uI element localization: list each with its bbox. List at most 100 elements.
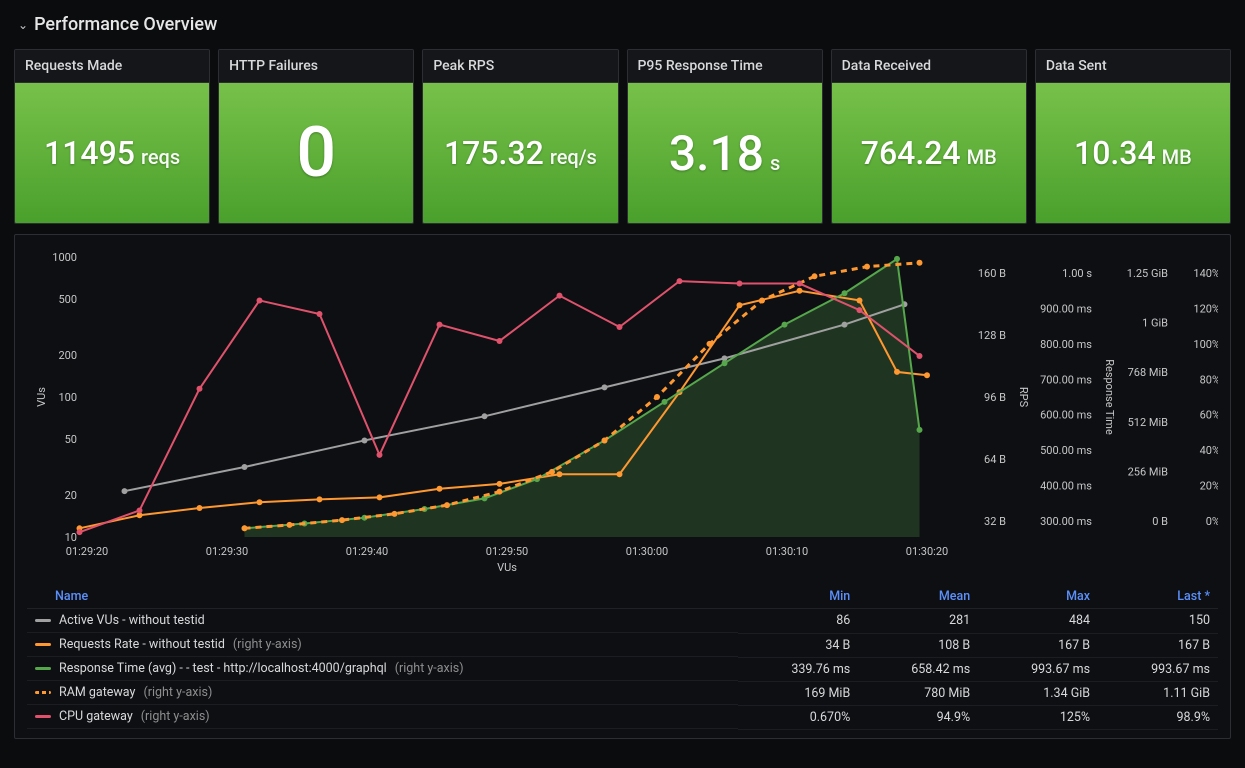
stat-unit: req/s bbox=[550, 145, 597, 169]
svg-text:128 B: 128 B bbox=[978, 329, 1006, 342]
stat-title: Data Received bbox=[832, 50, 1026, 83]
stat-value: 0 bbox=[296, 112, 336, 194]
stat-panel[interactable]: P95 Response Time 3.18s bbox=[627, 49, 823, 224]
svg-text:01:29:30: 01:29:30 bbox=[206, 545, 248, 558]
legend-value: 780 MiB bbox=[858, 681, 978, 705]
svg-text:300.00 ms: 300.00 ms bbox=[1040, 515, 1092, 528]
stat-panel[interactable]: Requests Made11495reqs bbox=[14, 49, 210, 224]
stat-body: 175.32req/s bbox=[423, 83, 617, 223]
svg-text:1.25 GiB: 1.25 GiB bbox=[1127, 267, 1168, 280]
svg-text:60%: 60% bbox=[1200, 409, 1218, 422]
svg-text:10: 10 bbox=[65, 531, 77, 544]
stat-body: 3.18s bbox=[628, 83, 822, 223]
legend-value: 993.67 ms bbox=[978, 657, 1098, 681]
stat-value: 3.18s bbox=[669, 125, 780, 182]
stat-value: 10.34MB bbox=[1074, 134, 1192, 172]
stat-body: 10.34MB bbox=[1036, 83, 1230, 223]
legend-value: 1.11 GiB bbox=[1098, 681, 1218, 705]
svg-text:140%: 140% bbox=[1193, 267, 1218, 280]
svg-text:160 B: 160 B bbox=[978, 267, 1006, 280]
svg-text:600.00 ms: 600.00 ms bbox=[1040, 409, 1092, 422]
svg-text:50: 50 bbox=[65, 433, 77, 446]
legend-note: (right y-axis) bbox=[233, 637, 302, 652]
svg-text:768 MiB: 768 MiB bbox=[1128, 366, 1169, 379]
legend-value: 167 B bbox=[978, 633, 1098, 657]
svg-text:500.00 ms: 500.00 ms bbox=[1040, 444, 1092, 457]
stat-panel[interactable]: Data Sent 10.34MB bbox=[1035, 49, 1231, 224]
legend-name: Response Time (avg) - - test - http://lo… bbox=[59, 661, 387, 676]
svg-text:100: 100 bbox=[58, 391, 77, 404]
stat-title: Data Sent bbox=[1036, 50, 1230, 83]
stat-panel[interactable]: HTTP Failures0 bbox=[218, 49, 414, 224]
stat-unit: MB bbox=[1162, 145, 1192, 169]
legend-value: 339.76 ms bbox=[738, 657, 858, 681]
legend-swatch bbox=[35, 691, 51, 694]
legend-value: 125% bbox=[978, 705, 1098, 729]
stat-unit: MB bbox=[967, 145, 997, 169]
svg-text:Response Time: Response Time bbox=[1103, 359, 1116, 435]
svg-text:900.00 ms: 900.00 ms bbox=[1040, 302, 1092, 315]
stat-title: Peak RPS bbox=[423, 50, 617, 83]
legend-col-header[interactable]: Max bbox=[978, 585, 1098, 609]
chevron-down-icon: ⌄ bbox=[18, 18, 28, 32]
svg-text:0%: 0% bbox=[1206, 515, 1218, 528]
legend-note: (right y-axis) bbox=[143, 685, 212, 700]
legend-value: 1.34 GiB bbox=[978, 681, 1098, 705]
stat-row: Requests Made11495reqsHTTP Failures0Peak… bbox=[14, 49, 1231, 224]
legend-swatch bbox=[35, 667, 51, 670]
svg-text:256 MiB: 256 MiB bbox=[1128, 465, 1169, 478]
svg-text:200: 200 bbox=[58, 349, 77, 362]
legend-note: (right y-axis) bbox=[395, 661, 464, 676]
svg-text:VUs: VUs bbox=[35, 387, 48, 407]
stat-title: Requests Made bbox=[15, 50, 209, 83]
svg-text:32 B: 32 B bbox=[984, 515, 1006, 528]
chart-svg[interactable]: 1000500200100502010VUs01:29:2001:29:3001… bbox=[27, 245, 1218, 575]
svg-text:64 B: 64 B bbox=[984, 453, 1006, 466]
svg-text:120%: 120% bbox=[1193, 302, 1218, 315]
legend-name: CPU gateway bbox=[59, 709, 133, 724]
stat-panel[interactable]: Data Received764.24MB bbox=[831, 49, 1027, 224]
stat-body: 0 bbox=[219, 83, 413, 223]
legend-row[interactable]: Active VUs - without testid 86281484150 bbox=[27, 609, 1218, 634]
svg-text:80%: 80% bbox=[1200, 373, 1218, 386]
legend-value: 484 bbox=[978, 609, 1098, 634]
svg-text:01:30:10: 01:30:10 bbox=[766, 545, 808, 558]
legend-swatch bbox=[35, 715, 51, 718]
legend-name: Requests Rate - without testid bbox=[59, 637, 225, 652]
legend-value: 169 MiB bbox=[738, 681, 858, 705]
svg-text:100%: 100% bbox=[1193, 338, 1218, 351]
chart-panel: 1000500200100502010VUs01:29:2001:29:3001… bbox=[14, 234, 1231, 739]
legend-value: 98.9% bbox=[1098, 705, 1218, 729]
svg-text:01:30:20: 01:30:20 bbox=[906, 545, 948, 558]
legend-value: 281 bbox=[858, 609, 978, 634]
legend-col-header[interactable]: Last * bbox=[1098, 585, 1218, 609]
legend-table: NameMinMeanMaxLast * Active VUs - withou… bbox=[27, 585, 1218, 730]
legend-row[interactable]: Requests Rate - without testid (right y-… bbox=[27, 633, 1218, 657]
legend-value: 150 bbox=[1098, 609, 1218, 634]
stat-body: 764.24MB bbox=[832, 83, 1026, 223]
svg-text:VUs: VUs bbox=[497, 561, 517, 574]
stat-panel[interactable]: Peak RPS175.32req/s bbox=[422, 49, 618, 224]
legend-row[interactable]: CPU gateway (right y-axis)0.670%94.9%125… bbox=[27, 705, 1218, 729]
legend-row[interactable]: Response Time (avg) - - test - http://lo… bbox=[27, 657, 1218, 681]
svg-text:1 GiB: 1 GiB bbox=[1142, 317, 1168, 330]
legend-value: 34 B bbox=[738, 633, 858, 657]
legend-col-header[interactable]: Name bbox=[27, 585, 738, 609]
section-header[interactable]: ⌄ Performance Overview bbox=[14, 8, 1231, 49]
stat-title: P95 Response Time bbox=[628, 50, 822, 83]
svg-text:96 B: 96 B bbox=[984, 391, 1006, 404]
svg-text:0 B: 0 B bbox=[1152, 515, 1168, 528]
svg-text:01:29:40: 01:29:40 bbox=[346, 545, 388, 558]
svg-text:RPS: RPS bbox=[1017, 387, 1030, 408]
legend-col-header[interactable]: Mean bbox=[858, 585, 978, 609]
legend-name: RAM gateway bbox=[59, 685, 135, 700]
legend-value: 993.67 ms bbox=[1098, 657, 1218, 681]
legend-row[interactable]: RAM gateway (right y-axis) 169 MiB780 MiB… bbox=[27, 681, 1218, 705]
svg-text:1.00 s: 1.00 s bbox=[1062, 267, 1092, 280]
legend-swatch bbox=[35, 619, 51, 622]
svg-text:800.00 ms: 800.00 ms bbox=[1040, 338, 1092, 351]
stat-unit: reqs bbox=[141, 145, 180, 169]
legend-col-header[interactable]: Min bbox=[738, 585, 858, 609]
legend-swatch bbox=[35, 643, 51, 646]
legend-note: (right y-axis) bbox=[141, 709, 210, 724]
